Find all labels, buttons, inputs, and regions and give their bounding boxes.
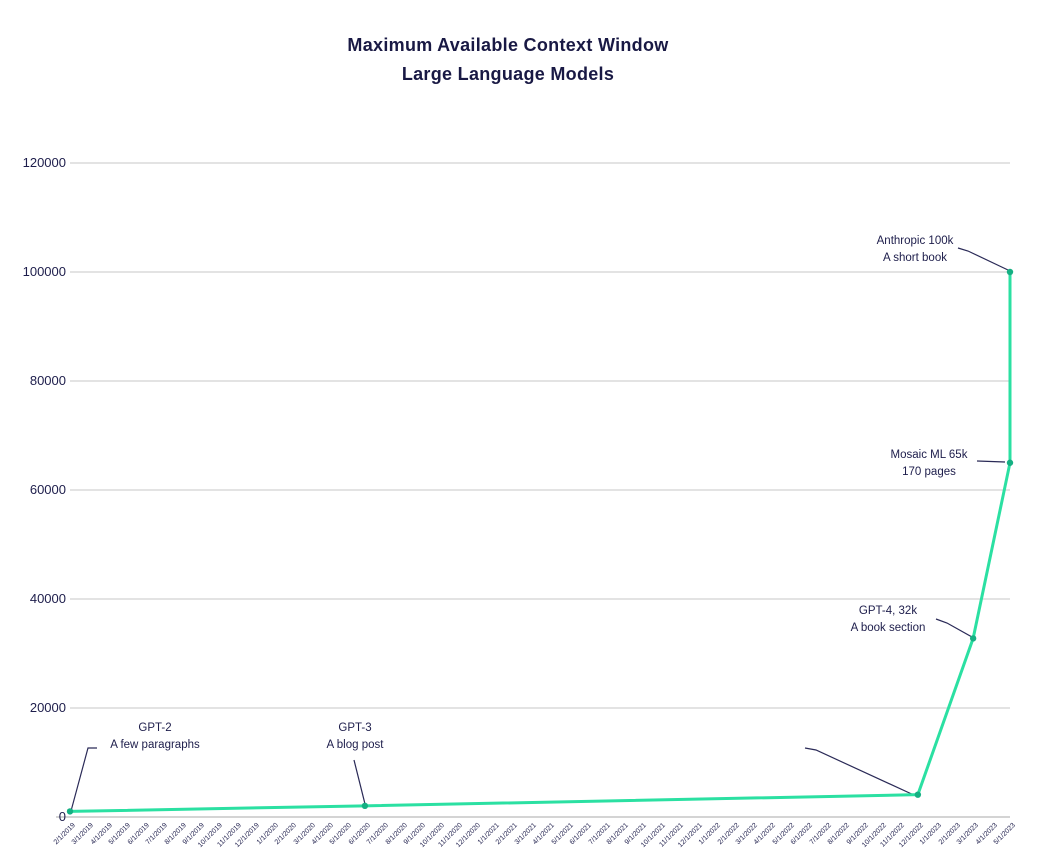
y-axis-tick-label: 0 — [58, 809, 66, 824]
y-axis-tick-label: 100000 — [22, 264, 66, 279]
annotation-title: Anthropic 100k — [876, 235, 954, 247]
chart-subtitle: Large Language Models — [401, 64, 615, 84]
y-axis-tick-label: 20000 — [29, 700, 66, 715]
data-point-marker — [1006, 268, 1014, 276]
y-axis-tick-label: 60000 — [29, 482, 66, 497]
annotation-leader-line — [353, 759, 366, 805]
data-point-marker — [914, 791, 922, 798]
data-point-marker — [66, 808, 74, 815]
series-line — [68, 270, 1012, 813]
y-axis-tick-label: 120000 — [22, 155, 66, 170]
y-axis-tick-label: 80000 — [29, 373, 66, 388]
annotation: Mosaic ML 65k 170 pages — [819, 447, 1039, 481]
annotation: Anthropic 100k A short book — [805, 233, 1025, 267]
annotation: GPT-3 A blog post — [245, 720, 465, 754]
data-point-marker — [361, 802, 369, 810]
annotation-title: GPT-2 — [138, 722, 172, 734]
annotation-leader-line — [935, 618, 973, 638]
annotation-leader-line — [957, 247, 1009, 271]
annotation-leader-line — [70, 747, 97, 812]
data-point-marker — [969, 635, 977, 642]
annotation-subtitle: A book section — [850, 622, 926, 634]
annotation-title: GPT-4, 32k — [858, 605, 918, 617]
annotation: GPT-4, 32k A book section — [778, 603, 998, 637]
annotation-subtitle: A few paragraphs — [110, 739, 200, 751]
annotation-subtitle: A short book — [883, 252, 947, 264]
annotation: GPT-2 A few paragraphs — [45, 720, 265, 754]
annotation-leader-line — [804, 747, 917, 797]
annotation-subtitle: A blog post — [326, 739, 384, 751]
annotation-title: Mosaic ML 65k — [890, 449, 968, 461]
annotation-leader-line — [976, 460, 1006, 463]
y-axis-tick-label: 40000 — [29, 591, 66, 606]
chart-title: Maximum Available Context Window — [347, 35, 669, 55]
annotation-subtitle: 170 pages — [902, 466, 956, 478]
data-point-marker — [1006, 459, 1014, 466]
annotation-title: GPT-3 — [338, 722, 372, 734]
